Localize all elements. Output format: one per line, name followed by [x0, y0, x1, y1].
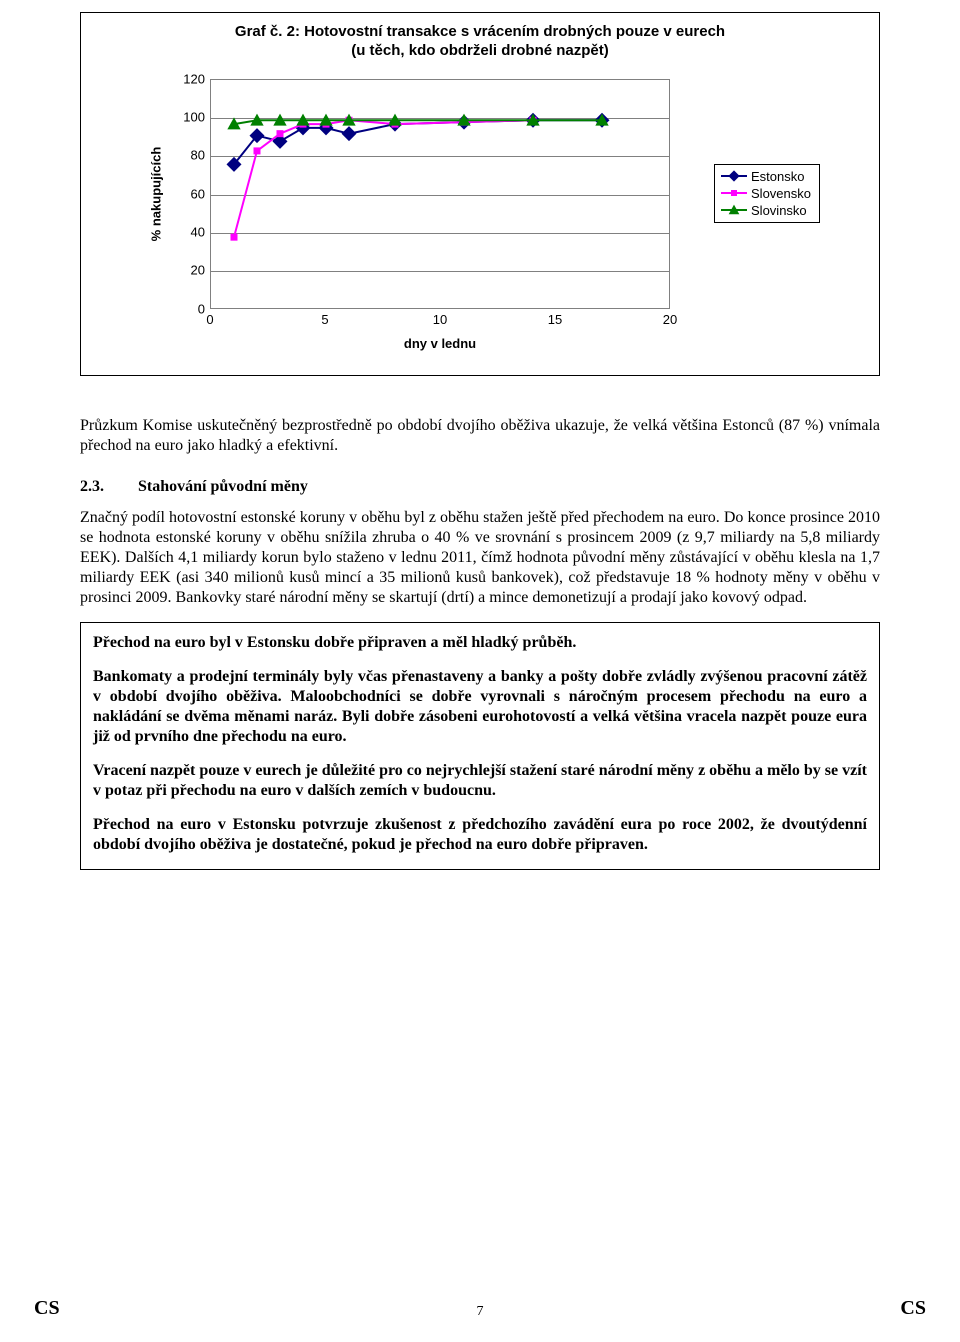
summary-box: Přechod na euro byl v Estonsku dobře při…	[80, 622, 880, 870]
chart-frame: Graf č. 2: Hotovostní transakce s vrácen…	[80, 12, 880, 376]
box-p2: Bankomaty a prodejní terminály byly včas…	[93, 667, 867, 747]
legend-label: Slovinsko	[751, 203, 807, 218]
series-marker-estonsko	[342, 126, 357, 141]
y-tick-label: 20	[175, 263, 205, 278]
box-p3: Vracení nazpět pouze v eurech je důležit…	[93, 761, 867, 801]
series-marker-slovensko	[231, 233, 238, 240]
footer-left: CS	[34, 1297, 60, 1320]
x-tick-label: 15	[548, 312, 562, 327]
y-axis-label: % nakupujících	[149, 146, 164, 241]
legend-swatch	[721, 204, 747, 216]
x-tick-label: 10	[433, 312, 447, 327]
paragraph-withdrawal: Značný podíl hotovostní estonské koruny …	[80, 508, 880, 608]
series-marker-slovensko	[254, 147, 261, 154]
page-footer: CS 7 CS	[0, 1297, 960, 1320]
y-tick-label: 60	[175, 186, 205, 201]
legend-swatch	[721, 170, 747, 182]
y-tick-label: 80	[175, 148, 205, 163]
box-p1: Přechod na euro byl v Estonsku dobře při…	[93, 633, 867, 653]
chart-title-line1: Graf č. 2: Hotovostní transakce s vrácen…	[235, 23, 725, 40]
chart-svg	[211, 80, 671, 310]
footer-page-number: 7	[477, 1304, 484, 1320]
chart-title-line2: (u těch, kdo obdrželi drobné nazpět)	[351, 42, 609, 59]
legend-swatch	[721, 187, 747, 199]
chart-area: % nakupujících dny v lednu Estonsko Slove…	[140, 69, 820, 359]
section-number: 2.3.	[80, 478, 138, 496]
legend-label: Slovensko	[751, 186, 811, 201]
x-tick-label: 20	[663, 312, 677, 327]
chart-title: Graf č. 2: Hotovostní transakce s vrácen…	[95, 23, 865, 69]
x-axis-label: dny v lednu	[404, 336, 476, 351]
body-text: Průzkum Komise uskutečněný bezprostředně…	[80, 416, 880, 870]
section-title: Stahování původní měny	[138, 478, 308, 496]
y-tick-label: 40	[175, 224, 205, 239]
footer-right: CS	[900, 1297, 926, 1320]
series-marker-slovensko	[277, 130, 284, 137]
section-heading: 2.3. Stahování původní měny	[80, 478, 880, 496]
chart-legend: Estonsko Slovensko Slovinsko	[714, 164, 820, 223]
y-tick-label: 120	[175, 71, 205, 86]
x-tick-label: 0	[206, 312, 213, 327]
paragraph-survey: Průzkum Komise uskutečněný bezprostředně…	[80, 416, 880, 456]
page: Graf č. 2: Hotovostní transakce s vrácen…	[0, 12, 960, 1342]
legend-label: Estonsko	[751, 169, 804, 184]
box-p4: Přechod na euro v Estonsku potvrzuje zku…	[93, 815, 867, 855]
series-line-estonsko	[234, 120, 602, 164]
legend-item-estonsko: Estonsko	[721, 168, 811, 185]
x-tick-label: 5	[321, 312, 328, 327]
legend-item-slovinsko: Slovinsko	[721, 202, 811, 219]
y-tick-label: 100	[175, 109, 205, 124]
legend-item-slovensko: Slovensko	[721, 185, 811, 202]
chart-plot	[210, 79, 670, 309]
y-tick-label: 0	[175, 301, 205, 316]
